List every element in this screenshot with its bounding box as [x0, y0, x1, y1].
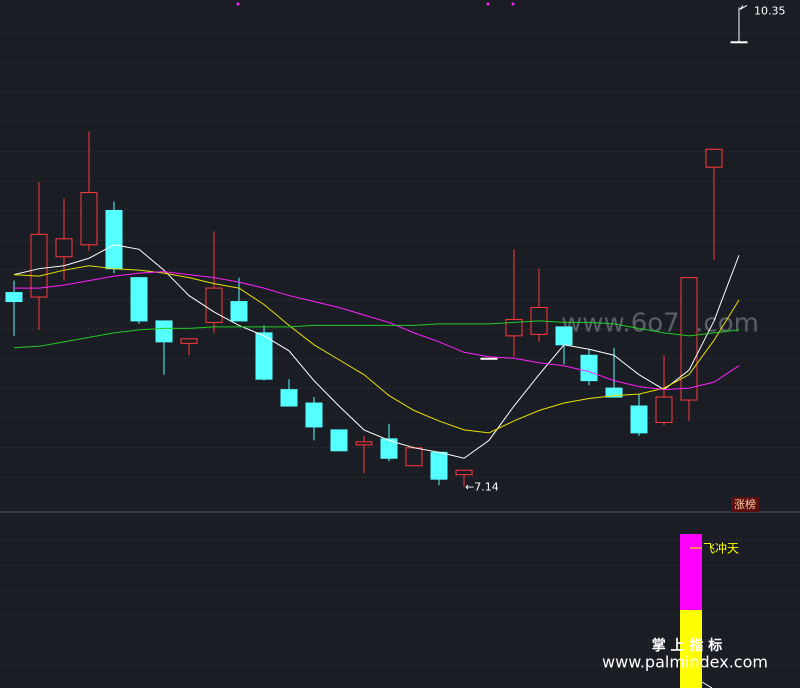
candle-body — [55, 238, 73, 258]
candle-body — [605, 387, 623, 398]
candle-body — [655, 396, 673, 423]
watermark: www.palmindex.com — [602, 653, 768, 672]
candle-body — [705, 148, 723, 168]
badge-bg — [731, 497, 759, 512]
indicator-line — [701, 681, 713, 688]
ma-line — [13, 265, 740, 434]
indicator-bar-top — [680, 534, 702, 610]
candle-body — [430, 451, 448, 480]
candle-body — [230, 301, 248, 322]
candle-body — [280, 389, 298, 407]
badge: 涨榜 — [734, 497, 756, 511]
candle-body — [630, 405, 648, 434]
candle-body — [80, 192, 98, 246]
plot: 10.35 ←7.14 — [5, 4, 786, 494]
dot — [236, 2, 240, 6]
candle-body — [505, 318, 523, 337]
candle-body — [205, 287, 223, 323]
candle-body — [255, 332, 273, 380]
ma-line — [13, 320, 740, 349]
candle-body — [455, 469, 473, 476]
candle-body — [380, 438, 398, 459]
candle-body — [480, 357, 498, 360]
candle-body — [330, 429, 348, 452]
candle-body — [355, 441, 373, 446]
candle-body — [580, 354, 598, 382]
grid — [0, 32, 800, 666]
candle-body — [130, 277, 148, 322]
watermark: www.6o7o.com — [561, 309, 759, 339]
indicator-bar-bottom — [680, 610, 702, 688]
candle-body — [405, 447, 423, 467]
candle-body — [305, 402, 323, 428]
low-label: ←7.14 — [465, 481, 499, 494]
candle-body — [730, 41, 748, 44]
candle-body — [5, 292, 23, 303]
ma-line — [13, 244, 740, 459]
arrow — [739, 5, 748, 10]
watermark: 掌 上 指 标 — [652, 637, 723, 654]
dot — [511, 2, 515, 6]
candle-body — [555, 326, 573, 346]
candle-body — [105, 209, 123, 270]
candle-body — [30, 233, 48, 298]
candle-body — [155, 320, 173, 343]
ma-line — [14, 271, 740, 391]
candle-body — [680, 277, 698, 401]
indicator-label: 飞冲天 — [703, 541, 739, 556]
dot — [486, 2, 490, 6]
high-label: 10.35 — [754, 4, 786, 17]
candle-body — [180, 338, 198, 344]
